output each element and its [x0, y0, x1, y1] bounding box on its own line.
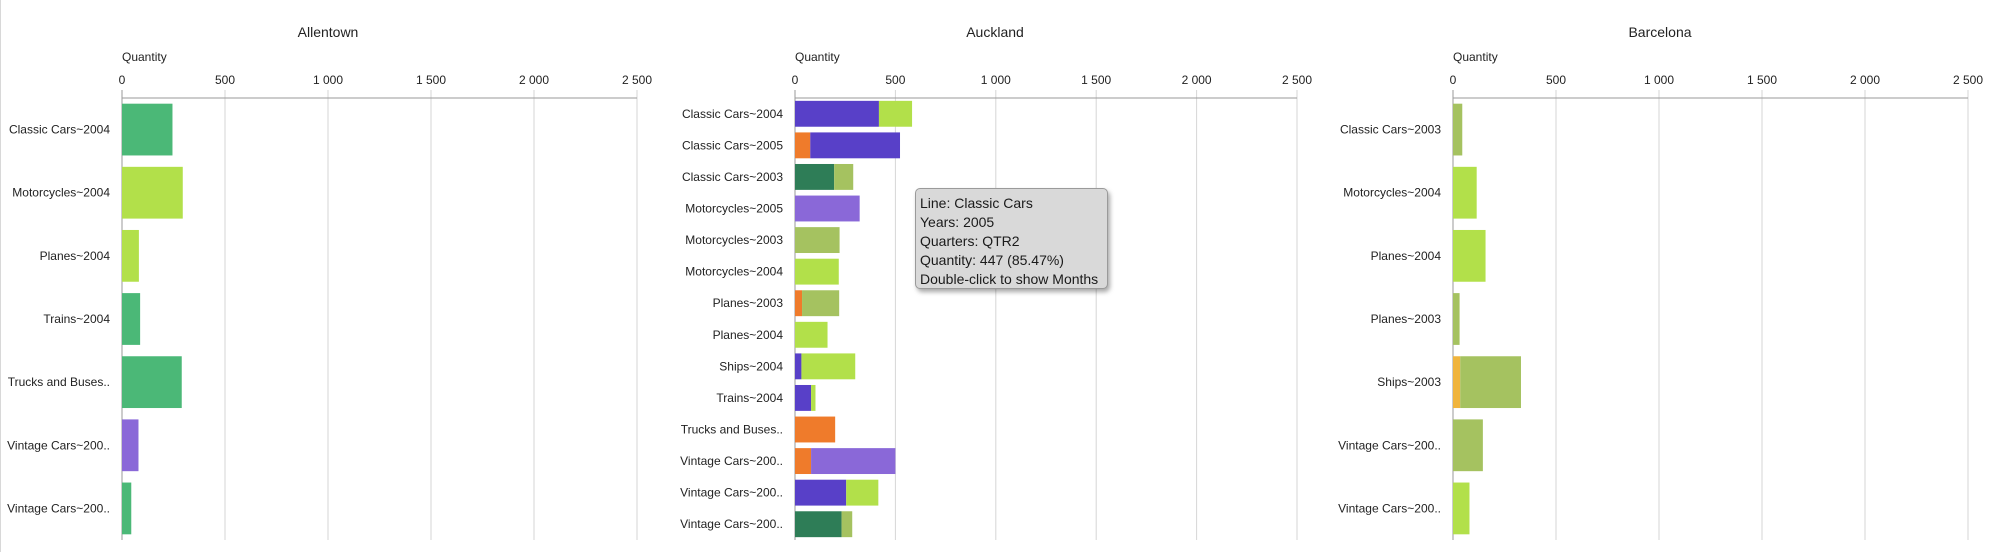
- bar-segment[interactable]: [1453, 482, 1470, 535]
- category-label: Motorcycles~2003: [685, 233, 783, 247]
- bar-segment[interactable]: [1453, 293, 1460, 345]
- x-tick-label: 2 500: [1282, 73, 1312, 87]
- x-tick-label: 500: [1546, 73, 1566, 87]
- bar-segment[interactable]: [1453, 419, 1483, 472]
- category-label: Trains~2004: [43, 312, 110, 326]
- bar-segment[interactable]: [122, 229, 139, 282]
- bar-segment[interactable]: [122, 419, 139, 472]
- category-label: Vintage Cars~200..: [7, 438, 110, 452]
- bar-segment[interactable]: [801, 353, 856, 380]
- category-label: Motorcycles~2004: [12, 186, 110, 200]
- x-tick-label: 1 000: [1644, 73, 1674, 87]
- panel-left-border: [0, 0, 1, 552]
- category-label: Planes~2003: [1371, 312, 1442, 326]
- bar-segment[interactable]: [795, 227, 840, 254]
- x-tick-label: 2 500: [1953, 73, 1983, 87]
- bar-segment[interactable]: [795, 100, 879, 127]
- category-label: Trucks and Buses..: [8, 375, 110, 389]
- x-axis-label: Quantity: [122, 50, 167, 64]
- chart-title: Barcelona: [1628, 24, 1691, 40]
- bar-segment[interactable]: [811, 384, 816, 411]
- x-tick-label: 500: [215, 73, 235, 87]
- x-tick-label: 2 000: [1850, 73, 1880, 87]
- bar-segment[interactable]: [1453, 356, 1461, 409]
- tooltip-quantity: Quantity: 447 (85.47%): [920, 252, 1064, 268]
- bar-segment[interactable]: [795, 511, 842, 538]
- bar-segment[interactable]: [1453, 229, 1486, 282]
- x-tick-label: 1 500: [1747, 73, 1777, 87]
- tooltip-years: Years: 2005: [920, 214, 995, 230]
- bar-segment[interactable]: [795, 479, 847, 506]
- bar-segment[interactable]: [810, 132, 901, 159]
- chart-title: Auckland: [966, 24, 1024, 40]
- category-label: Ships~2004: [719, 359, 783, 373]
- category-label: Trucks and Buses..: [681, 423, 783, 437]
- bar-segment[interactable]: [122, 103, 173, 156]
- bar-segment[interactable]: [122, 482, 132, 535]
- category-label: Vintage Cars~200..: [680, 454, 783, 468]
- bar-segment[interactable]: [811, 448, 896, 475]
- category-label: Motorcycles~2005: [685, 202, 783, 216]
- bar-segment[interactable]: [1453, 103, 1463, 156]
- bar-segment[interactable]: [795, 416, 836, 443]
- category-label: Planes~2004: [40, 249, 111, 263]
- category-label: Trains~2004: [716, 391, 783, 405]
- x-tick-label: 1 000: [313, 73, 343, 87]
- x-tick-label: 0: [1450, 73, 1457, 87]
- category-label: Planes~2003: [713, 296, 784, 310]
- x-tick-label: 0: [792, 73, 799, 87]
- bar-segment[interactable]: [878, 100, 913, 127]
- tooltip-quarters: Quarters: QTR2: [920, 233, 1020, 249]
- category-label: Classic Cars~2004: [682, 107, 783, 121]
- category-label: Planes~2004: [713, 328, 784, 342]
- x-tick-label: 0: [119, 73, 126, 87]
- x-tick-label: 2 500: [622, 73, 652, 87]
- bar-segment[interactable]: [1453, 166, 1477, 219]
- bar-segment[interactable]: [795, 290, 803, 317]
- x-tick-label: 2 000: [1182, 73, 1212, 87]
- bar-segment[interactable]: [795, 384, 812, 411]
- bar-segment[interactable]: [795, 353, 802, 380]
- x-axis-label: Quantity: [795, 50, 840, 64]
- bar-segment[interactable]: [795, 163, 835, 190]
- bar-segment[interactable]: [834, 163, 854, 190]
- bar-segment[interactable]: [846, 479, 879, 506]
- category-label: Classic Cars~2005: [682, 138, 783, 152]
- x-tick-label: 500: [885, 73, 905, 87]
- x-tick-label: 1 500: [416, 73, 446, 87]
- tooltip-hint: Double-click to show Months: [920, 271, 1099, 287]
- category-label: Ships~2003: [1377, 375, 1441, 389]
- bar-segment[interactable]: [841, 511, 853, 538]
- bar-segment[interactable]: [795, 321, 828, 348]
- category-label: Vintage Cars~200..: [680, 517, 783, 531]
- chart-title: Allentown: [298, 24, 359, 40]
- category-label: Vintage Cars~200..: [680, 486, 783, 500]
- bar-segment[interactable]: [795, 258, 839, 285]
- x-tick-label: 1 000: [981, 73, 1011, 87]
- bar-segment[interactable]: [795, 195, 860, 222]
- x-tick-label: 2 000: [519, 73, 549, 87]
- category-label: Vintage Cars~200..: [1338, 438, 1441, 452]
- x-tick-label: 1 500: [1081, 73, 1111, 87]
- category-label: Classic Cars~2003: [1340, 123, 1441, 137]
- category-label: Planes~2004: [1371, 249, 1442, 263]
- bar-segment[interactable]: [122, 293, 141, 345]
- bar-tooltip: Line: Classic Cars Years: 2005 Quarters:…: [915, 188, 1108, 289]
- bar-segment[interactable]: [1460, 356, 1521, 409]
- bar-segment[interactable]: [795, 448, 812, 475]
- bar-segment[interactable]: [802, 290, 840, 317]
- category-label: Motorcycles~2004: [1343, 186, 1441, 200]
- x-axis-label: Quantity: [1453, 50, 1498, 64]
- bar-segment[interactable]: [122, 356, 182, 409]
- bar-segment[interactable]: [795, 132, 811, 159]
- category-label: Classic Cars~2004: [9, 123, 110, 137]
- category-label: Vintage Cars~200..: [1338, 501, 1441, 515]
- category-label: Classic Cars~2003: [682, 170, 783, 184]
- category-label: Vintage Cars~200..: [7, 501, 110, 515]
- bar-segment[interactable]: [122, 166, 183, 219]
- category-label: Motorcycles~2004: [685, 265, 783, 279]
- tooltip-line: Line: Classic Cars: [920, 195, 1033, 211]
